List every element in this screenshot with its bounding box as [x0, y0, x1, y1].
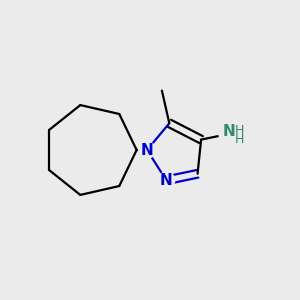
Text: N: N — [141, 142, 153, 158]
Text: H: H — [235, 124, 244, 136]
Circle shape — [139, 142, 155, 158]
Text: N: N — [222, 124, 235, 139]
Text: H: H — [235, 133, 244, 146]
Text: N: N — [160, 173, 173, 188]
Circle shape — [158, 172, 175, 189]
Circle shape — [219, 122, 242, 145]
